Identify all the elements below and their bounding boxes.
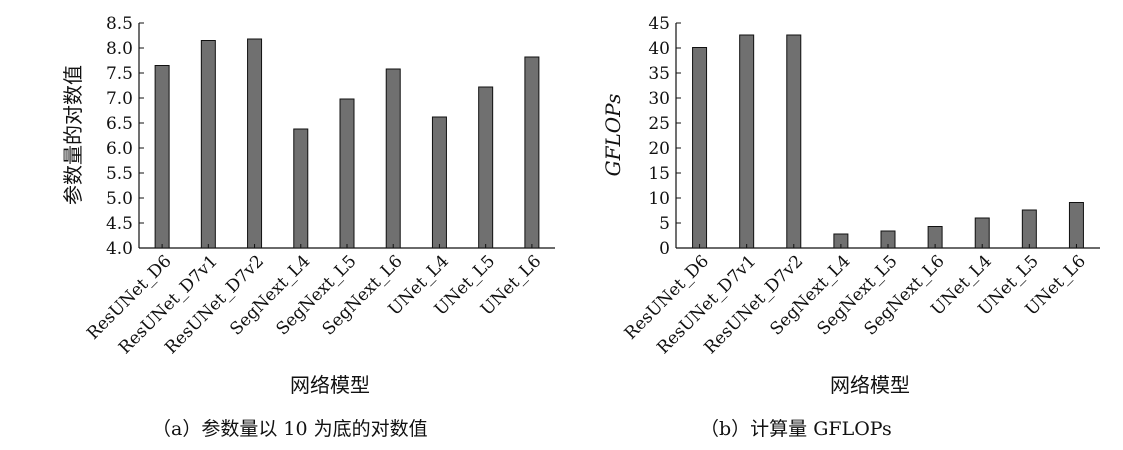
- chart-a-param-log: 4.04.55.05.56.06.57.07.58.08.5ResUNet_D6…: [61, 14, 555, 397]
- chart-a-y-tick-label: 8.5: [106, 14, 133, 34]
- chart-b-bar: [739, 34, 755, 249]
- chart-a-y-tick-label: 6.5: [106, 114, 133, 134]
- caption-b-text: 计算量 GFLOPs: [750, 418, 892, 440]
- chart-b-y-tick-label: 30: [648, 89, 670, 109]
- chart-a-bar: [200, 40, 216, 249]
- chart-a-y-tick-label: 6.0: [106, 139, 133, 159]
- chart-a-y-axis-title: 参数量的对数值: [61, 65, 85, 205]
- chart-a-bar: [385, 68, 401, 249]
- chart-b-y-tick-label: 20: [648, 139, 670, 159]
- chart-a-bar: [293, 128, 309, 249]
- chart-a-y-tick-label: 7.0: [106, 89, 133, 109]
- chart-b-bar: [1068, 202, 1084, 249]
- chart-b-y-tick-label: 15: [648, 164, 670, 184]
- caption-a: （a）参数量以 10 为底的对数值: [152, 414, 428, 441]
- caption-a-text: 参数量以 10 为底的对数值: [201, 418, 428, 440]
- chart-a-x-axis-title: 网络模型: [290, 373, 370, 397]
- caption-b: （b）计算量 GFLOPs: [700, 414, 892, 441]
- chart-b-bar: [692, 47, 708, 249]
- chart-a-y-tick-label: 5.0: [106, 189, 133, 209]
- chart-b-gflops: 051015202530354045ResUNet_D6ResUNet_D7v1…: [601, 14, 1100, 397]
- chart-a-bar: [247, 38, 263, 249]
- chart-a-bar: [154, 65, 170, 249]
- chart-b-y-tick-label: 5: [659, 214, 670, 234]
- caption-b-label: （b）: [700, 418, 751, 440]
- chart-b-bar: [974, 217, 990, 249]
- chart-b-y-tick-label: 40: [648, 39, 670, 59]
- chart-a-y-tick-label: 8.0: [106, 39, 133, 59]
- chart-a-bar: [524, 56, 540, 249]
- chart-b-x-axis-title: 网络模型: [830, 373, 910, 397]
- chart-a-bar: [431, 116, 447, 249]
- chart-b-y-tick-label: 10: [648, 189, 670, 209]
- chart-b-y-tick-label: 45: [648, 14, 670, 34]
- chart-b-y-tick-label: 35: [648, 64, 670, 84]
- chart-b-y-tick-label: 25: [648, 114, 670, 134]
- chart-b-y-tick-label: 0: [659, 239, 670, 259]
- caption-a-label: （a）: [152, 418, 202, 440]
- chart-a-y-tick-label: 7.5: [106, 64, 133, 84]
- chart-a-bar: [478, 86, 494, 249]
- chart-b-bar: [1021, 209, 1037, 249]
- chart-b-y-axis-title: GFLOPs: [601, 94, 625, 177]
- chart-b-bar: [786, 34, 802, 249]
- chart-a-y-tick-label: 4.0: [106, 239, 133, 259]
- chart-a-bar: [339, 98, 355, 249]
- chart-a-y-tick-label: 5.5: [106, 164, 133, 184]
- chart-a-y-tick-label: 4.5: [106, 214, 133, 234]
